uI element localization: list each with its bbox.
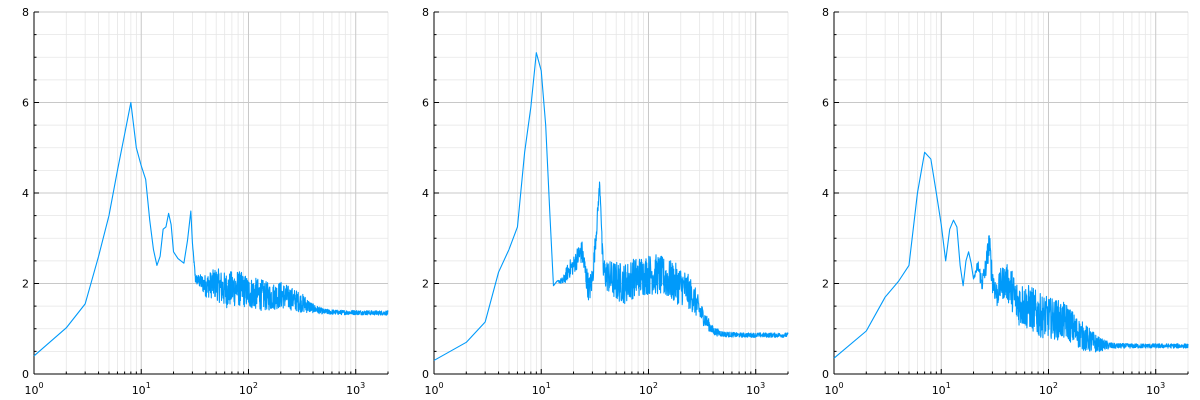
chart-panel-1: 0 2 4 6 8 100 101 102 103 [22, 6, 389, 397]
y-tick-label: 2 [22, 278, 29, 291]
y-tick-label: 6 [22, 97, 29, 110]
y-tick-label: 6 [822, 97, 829, 110]
x-tick-label: 103 [746, 381, 765, 397]
series-line-1 [33, 101, 389, 357]
x-tick-label: 100 [824, 381, 843, 397]
chart-panel-2: 0 2 4 6 8 100 101 102 103 [422, 6, 789, 397]
x-tick-label: 101 [532, 381, 551, 397]
x-tick-label: 100 [24, 381, 43, 397]
y-tick-label: 0 [822, 368, 829, 381]
x-tick-label: 100 [424, 381, 443, 397]
y-tick-label: 8 [422, 6, 429, 19]
y-tick-label: 0 [22, 368, 29, 381]
x-tick-label: 103 [346, 381, 365, 397]
y-tick-label: 4 [422, 187, 429, 200]
series-line-1 [833, 151, 1189, 359]
y-tick-label: 4 [822, 187, 829, 200]
y-tick-label: 2 [422, 278, 429, 291]
x-tick-label: 103 [1146, 381, 1165, 397]
y-tick-label: 2 [822, 278, 829, 291]
y-tick-label: 0 [422, 368, 429, 381]
x-tick-label: 101 [932, 381, 951, 397]
y-tick-label: 8 [22, 6, 29, 19]
y-tick-label: 4 [22, 187, 29, 200]
x-tick-label: 102 [239, 381, 258, 397]
series-line-1 [433, 52, 789, 361]
y-tick-label: 6 [422, 97, 429, 110]
chart-panel-3: 0 2 4 6 8 100 101 102 103 [822, 6, 1189, 397]
y-tick-label: 8 [822, 6, 829, 19]
x-tick-label: 101 [132, 381, 151, 397]
x-tick-label: 102 [639, 381, 658, 397]
x-tick-label: 102 [1039, 381, 1058, 397]
